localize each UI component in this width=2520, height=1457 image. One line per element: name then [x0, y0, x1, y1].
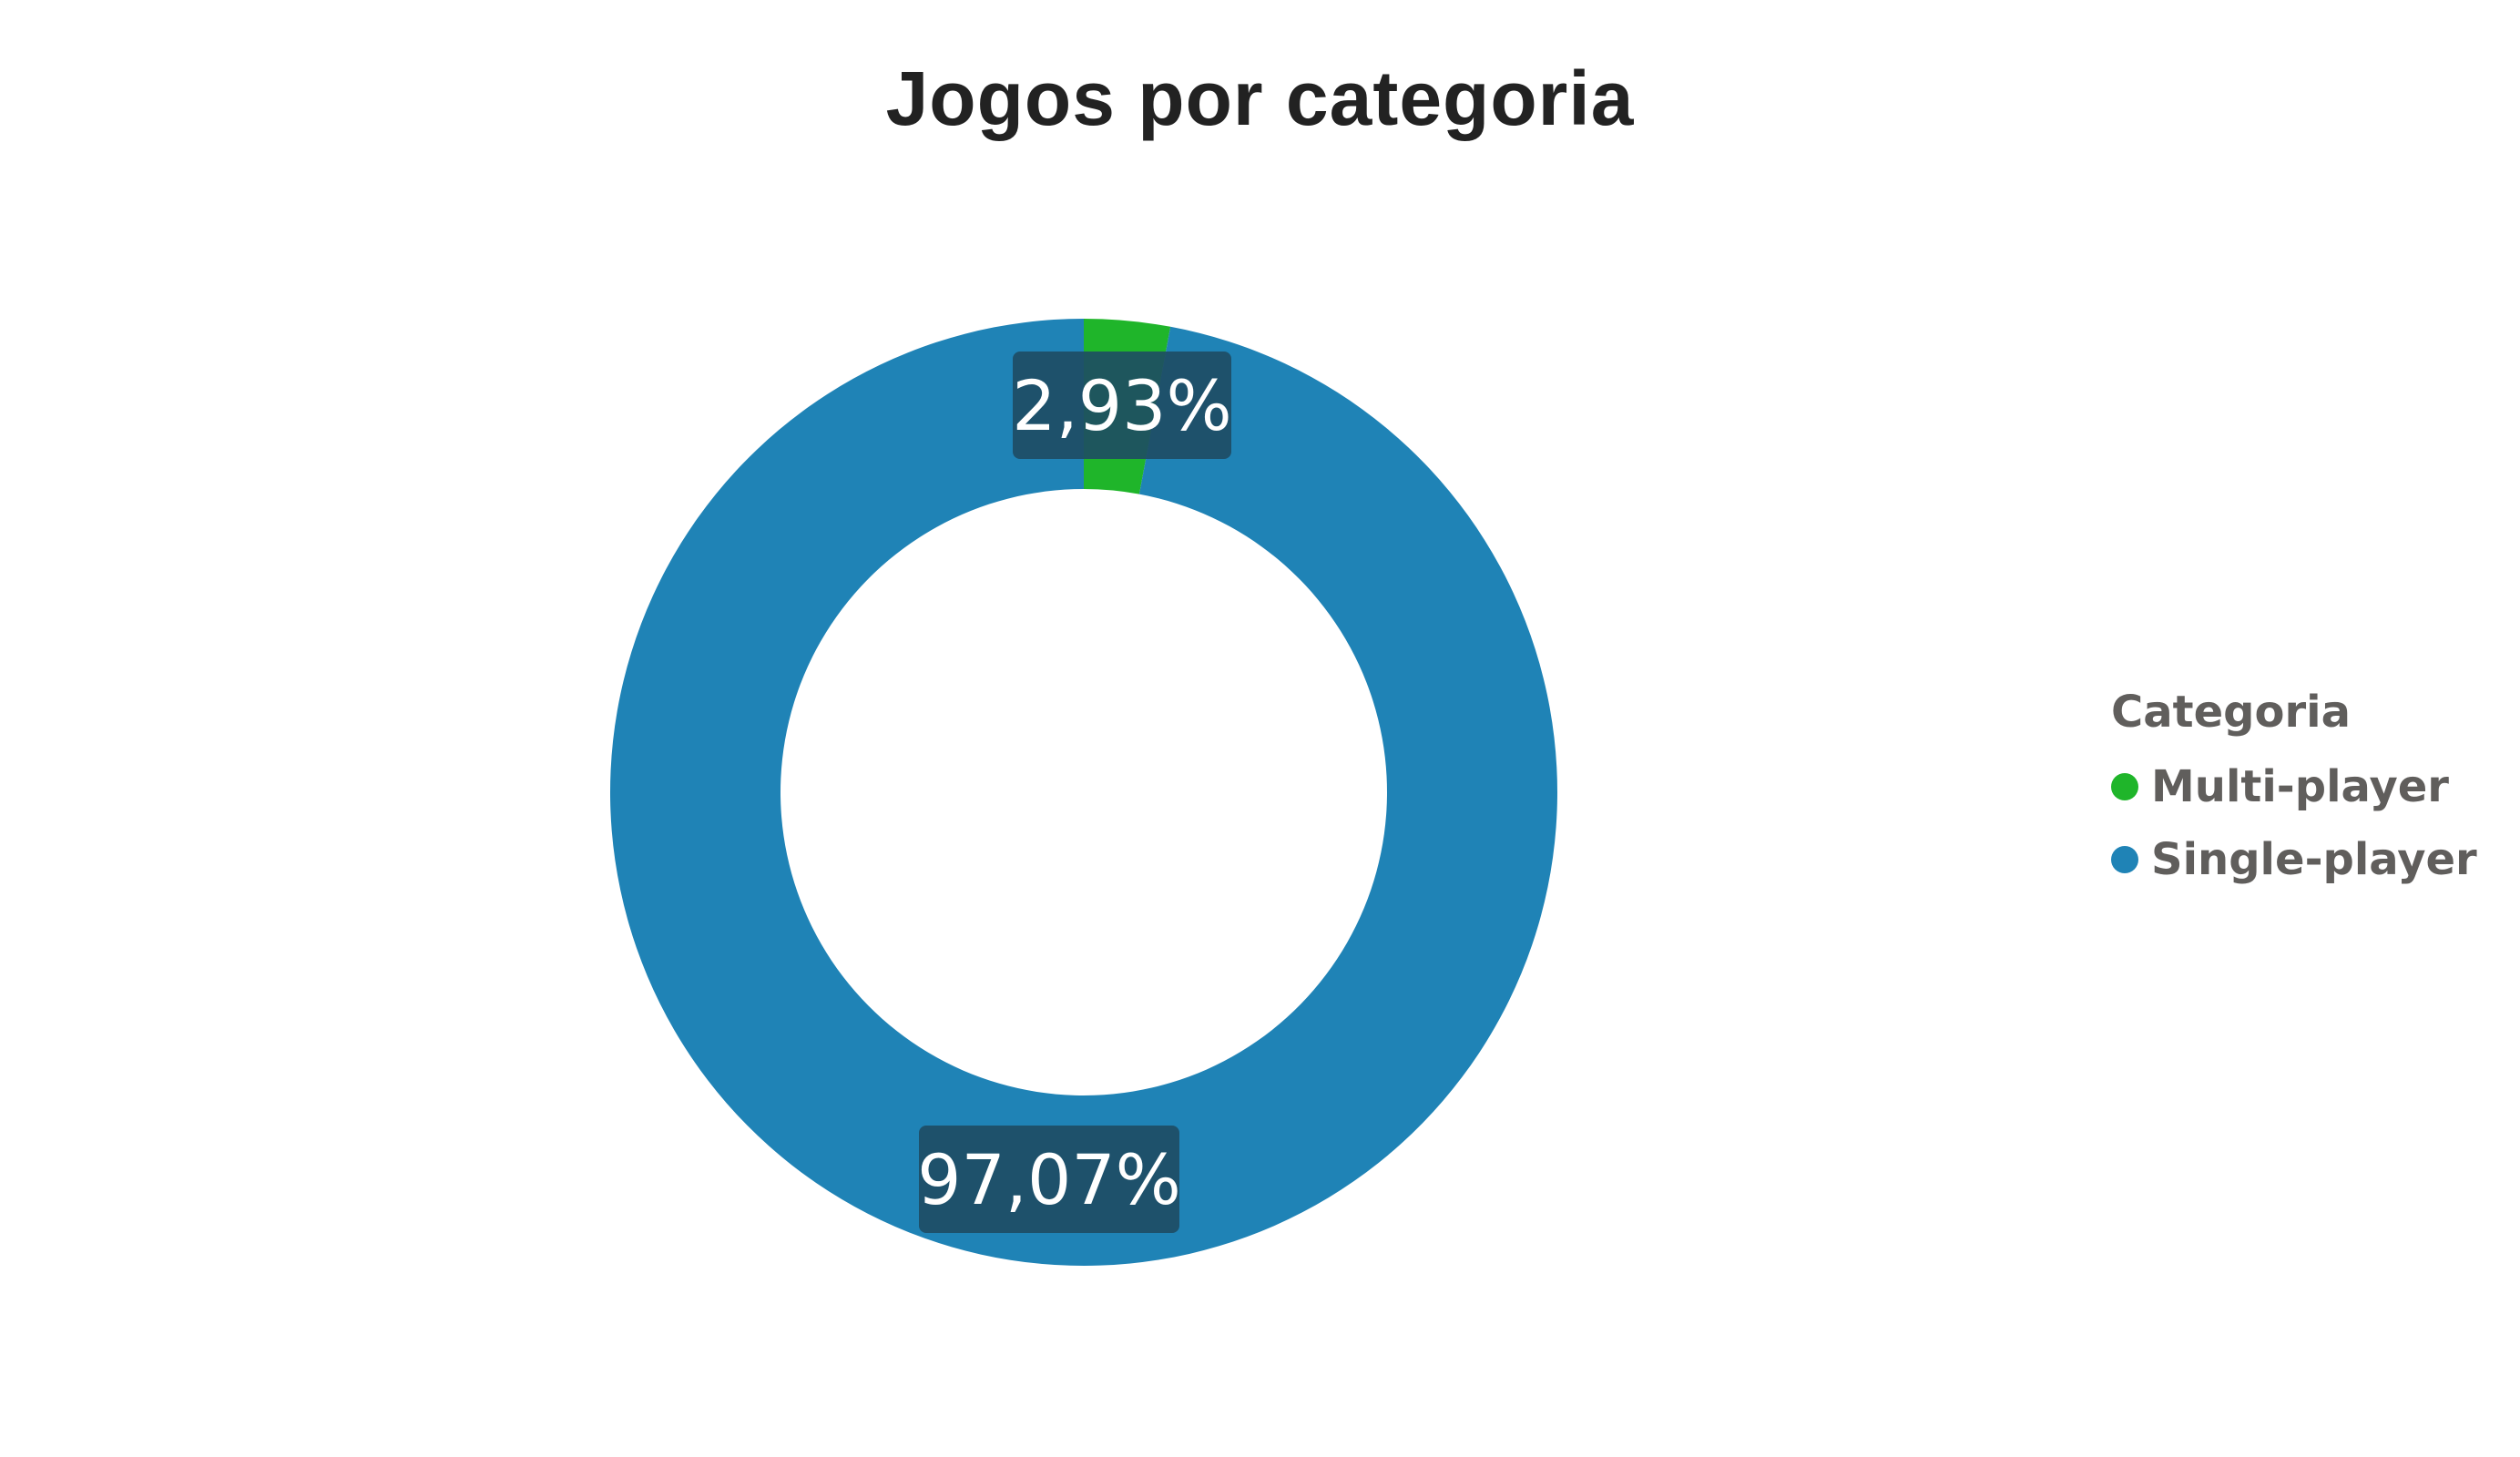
legend-swatch-multi-player	[2111, 773, 2138, 800]
legend-label-single-player: Single-player	[2151, 834, 2477, 885]
data-label-bg-single-player	[919, 1126, 1179, 1233]
legend-item-single-player[interactable]: Single-player	[2111, 832, 2477, 887]
legend-swatch-single-player	[2111, 846, 2138, 873]
data-label-multi-player: 2,93%	[1012, 365, 1231, 446]
legend-label-multi-player: Multi-player	[2151, 761, 2449, 812]
data-label-bg-multi-player	[1013, 352, 1231, 459]
legend-title: Categoria	[2111, 687, 2351, 738]
chart-legend: Categoria Multi-player Single-player	[2111, 685, 2477, 905]
donut-slices	[610, 319, 1557, 1266]
slice-single-player[interactable]	[610, 319, 1557, 1266]
legend-item-multi-player[interactable]: Multi-player	[2111, 759, 2477, 814]
data-label-single-player: 97,07%	[917, 1139, 1181, 1220]
chart-title: Jogos por categoria	[885, 56, 1635, 141]
donut-data-labels: 2,93% 97,07%	[917, 352, 1232, 1233]
